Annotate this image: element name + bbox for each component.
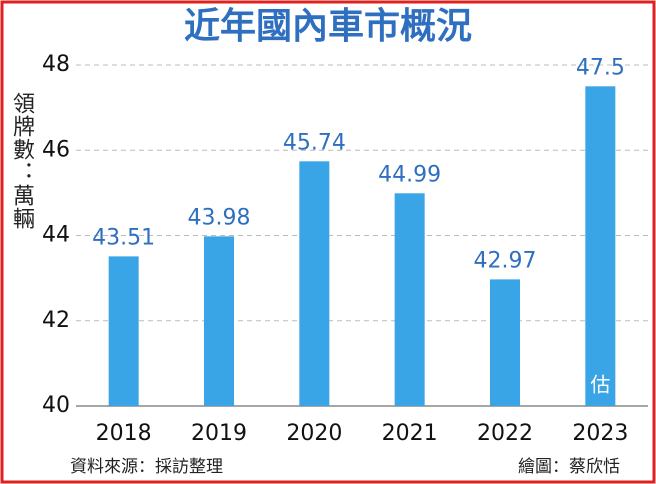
- value-label: 43.51: [92, 225, 155, 250]
- x-tick-label: 2023: [572, 421, 628, 446]
- x-tick-label: 2022: [477, 421, 533, 446]
- value-label: 42.97: [474, 248, 537, 273]
- y-tick-label: 46: [42, 137, 70, 162]
- chart-title: 近年國內車市概況: [184, 6, 472, 47]
- x-tick-label: 2018: [96, 421, 152, 446]
- value-label: 47.5: [576, 55, 625, 80]
- bar: [490, 279, 520, 406]
- x-tick-label: 2019: [191, 421, 247, 446]
- credit: 繪圖：蔡欣恬: [518, 457, 620, 477]
- x-tick-label: 2021: [382, 421, 438, 446]
- source: 資料來源：採訪整理: [70, 457, 223, 477]
- bar-annotation: 估: [590, 373, 610, 397]
- bar: [108, 256, 139, 406]
- y-tick-label: 48: [42, 52, 70, 77]
- bar: [299, 161, 330, 406]
- bar: [394, 193, 425, 406]
- bar: [204, 236, 234, 406]
- y-tick-label: 42: [42, 308, 70, 333]
- y-tick-label: 44: [42, 223, 70, 248]
- value-label: 44.99: [378, 162, 441, 187]
- y-tick-label: 40: [42, 393, 70, 418]
- x-tick-label: 2020: [286, 421, 342, 446]
- value-label: 45.74: [283, 130, 346, 155]
- y-axis-label: 領牌數：萬輛: [9, 92, 34, 230]
- bar: [585, 86, 616, 406]
- value-label: 43.98: [188, 205, 251, 230]
